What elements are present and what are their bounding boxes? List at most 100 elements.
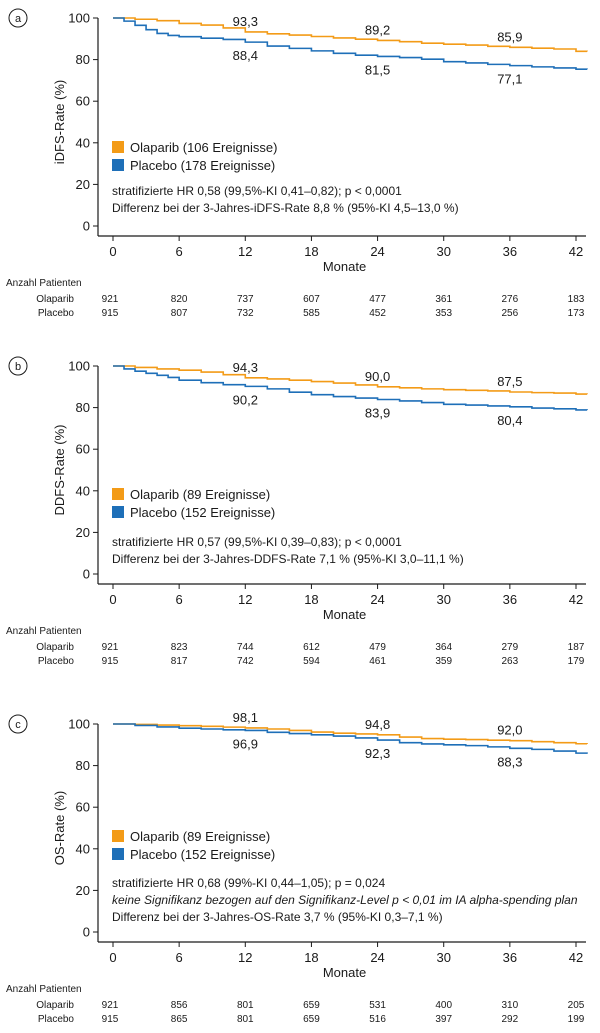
risk-table-cell: 353 (435, 308, 452, 319)
risk-table-cell: 817 (171, 656, 188, 667)
panel-c: c 0 20 40 60 80 100 OS-Rate (%) 0 6 12 18 24 30 36 42 Mo… (0, 706, 600, 1033)
series-line-olaparib (113, 17, 588, 53)
risk-table-cell: 820 (171, 294, 188, 305)
x-tick-label: 0 (109, 592, 116, 607)
risk-table-row-label: Placebo (38, 1014, 75, 1025)
x-tick-label: 24 (370, 950, 384, 965)
risk-table-title: Anzahl Patienten (6, 278, 82, 289)
data-label-olaparib: 94,3 (233, 360, 258, 375)
panel-a: a 0 20 40 60 80 100 iDFS-Rate (%) 0 6 12 18 24 30 36 42… (0, 0, 600, 330)
x-tick-label: 24 (370, 244, 384, 259)
risk-table-cell: 179 (568, 656, 585, 667)
y-tick-label: 100 (68, 359, 90, 374)
risk-table-cell: 256 (502, 308, 519, 319)
y-tick-label: 20 (76, 883, 90, 898)
km-chart-idfs: a 0 20 40 60 80 100 iDFS-Rate (%) 0 6 12 18 24 30 36 42… (6, 8, 588, 319)
legend: Olaparib (106 Ereignisse) Placebo (178 Er… (112, 140, 277, 173)
stats-line: stratifizierte HR 0,68 (99%-KI 0,44–1,05… (112, 876, 385, 890)
stats-line: stratifizierte HR 0,57 (99,5%-KI 0,39–0,… (112, 535, 402, 549)
x-tick-label: 0 (109, 950, 116, 965)
x-tick-label: 12 (238, 244, 252, 259)
data-label-olaparib: 98,1 (233, 710, 258, 725)
risk-table-cell: 310 (502, 1000, 519, 1011)
series-line-olaparib (113, 365, 588, 395)
x-tick-label: 30 (436, 244, 450, 259)
series-line-olaparib (113, 723, 588, 745)
legend-entry-placebo: Placebo (152 Ereignisse) (130, 847, 275, 862)
data-label-olaparib: 90,0 (365, 369, 390, 384)
risk-table-cell: 263 (502, 656, 519, 667)
x-tick-label: 42 (569, 244, 583, 259)
risk-table-cell: 199 (568, 1014, 585, 1025)
panel-b: b 0 20 40 60 80 100 DDFS-Rate (%) 0 6 12 18 24 30 36 42… (0, 348, 600, 678)
series-line-placebo (113, 365, 588, 411)
x-tick-label: 36 (503, 592, 517, 607)
risk-table-cell: 865 (171, 1014, 188, 1025)
x-axis-label: Monate (323, 965, 366, 980)
x-tick-label: 42 (569, 950, 583, 965)
x-tick-label: 18 (304, 950, 318, 965)
data-label-olaparib: 85,9 (497, 29, 522, 44)
risk-table-cell: 921 (102, 642, 119, 653)
x-axis-label: Monate (323, 259, 366, 274)
panel-label-circle (8, 8, 28, 28)
data-label-olaparib: 92,0 (497, 723, 522, 738)
legend-entry-placebo: Placebo (178 Ereignisse) (130, 158, 275, 173)
y-tick-label: 80 (76, 400, 90, 415)
risk-table-cell: 737 (237, 294, 254, 305)
risk-table-cell: 479 (369, 642, 386, 653)
risk-table-cell: 659 (303, 1014, 320, 1025)
risk-table-cell: 276 (502, 294, 519, 305)
x-tick-label: 12 (238, 950, 252, 965)
y-tick-label: 60 (76, 800, 90, 815)
y-tick-label: 40 (76, 483, 90, 498)
risk-table-cell: 292 (502, 1014, 519, 1025)
risk-table-cell: 361 (435, 294, 452, 305)
legend: Olaparib (89 Ereignisse) Placebo (152 Ere… (112, 829, 275, 862)
legend-swatch-olaparib (112, 141, 124, 153)
legend-swatch-olaparib (112, 488, 124, 500)
risk-table-title: Anzahl Patienten (6, 626, 82, 637)
x-tick-label: 42 (569, 592, 583, 607)
risk-table-cell: 516 (369, 1014, 386, 1025)
panel-label-circle (8, 714, 28, 734)
legend-entry-placebo: Placebo (152 Ereignisse) (130, 505, 275, 520)
risk-table-cell: 531 (369, 1000, 386, 1011)
data-label-placebo: 88,3 (497, 754, 522, 769)
stats-line: stratifizierte HR 0,58 (99,5%-KI 0,41–0,… (112, 184, 402, 198)
risk-table-cell: 173 (568, 308, 585, 319)
risk-table-cell: 915 (102, 308, 119, 319)
risk-table-cell: 279 (502, 642, 519, 653)
y-tick-label: 0 (83, 219, 90, 234)
y-tick-label: 80 (76, 52, 90, 67)
risk-table-cell: 921 (102, 294, 119, 305)
risk-table-cell: 612 (303, 642, 320, 653)
y-tick-label: 60 (76, 442, 90, 457)
data-label-placebo: 83,9 (365, 405, 390, 420)
data-label-placebo: 90,2 (233, 392, 258, 407)
risk-table-cell: 801 (237, 1000, 254, 1011)
y-tick-label: 20 (76, 525, 90, 540)
y-tick-label: 0 (83, 567, 90, 582)
risk-table-cell: 359 (435, 656, 452, 667)
risk-table-cell: 856 (171, 1000, 188, 1011)
data-label-placebo: 96,9 (233, 736, 258, 751)
risk-table-cell: 400 (435, 1000, 452, 1011)
x-tick-label: 30 (436, 592, 450, 607)
legend-swatch-placebo (112, 159, 124, 171)
risk-table-cell: 801 (237, 1014, 254, 1025)
x-axis-label: Monate (323, 607, 366, 622)
risk-table-cell: 915 (102, 1014, 119, 1025)
risk-table-cell: 823 (171, 642, 188, 653)
risk-table-cell: 461 (369, 656, 386, 667)
panel-label: b (15, 361, 21, 373)
risk-table-cell: 915 (102, 656, 119, 667)
x-tick-label: 6 (176, 244, 183, 259)
x-tick-label: 6 (176, 592, 183, 607)
km-chart-os: c 0 20 40 60 80 100 OS-Rate (%) 0 6 12 18 24 30 36 42 Mo… (6, 710, 588, 1025)
x-tick-label: 36 (503, 244, 517, 259)
data-label-olaparib: 93,3 (233, 14, 258, 29)
y-tick-label: 40 (76, 841, 90, 856)
stats-line: Differenz bei der 3-Jahres-iDFS-Rate 8,8… (112, 201, 459, 215)
